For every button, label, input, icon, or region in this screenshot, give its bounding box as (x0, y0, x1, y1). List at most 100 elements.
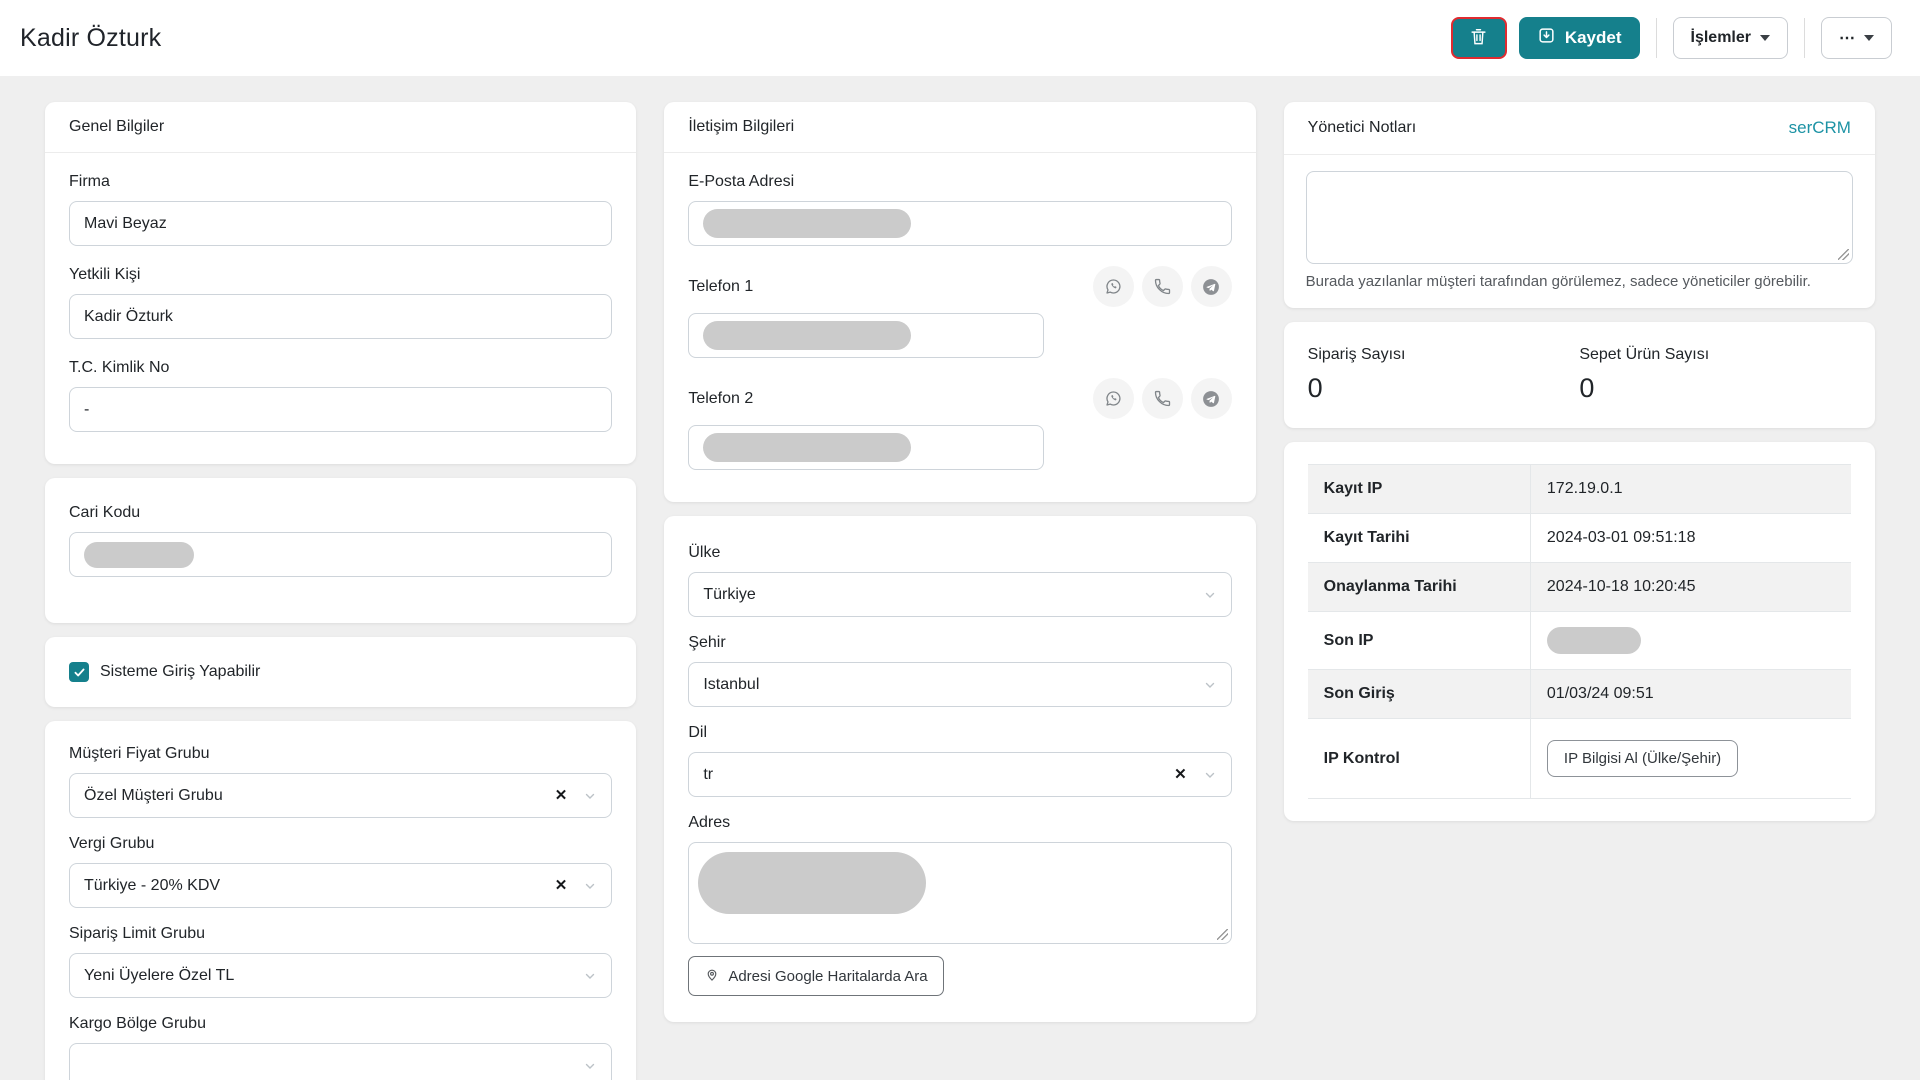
table-row: Son Giriş 01/03/24 09:51 (1307, 669, 1851, 719)
city-label: Şehir (688, 634, 726, 651)
delete-button[interactable] (1450, 17, 1507, 59)
cari-kodu-card: Cari Kodu (45, 478, 637, 623)
meta-value (1530, 611, 1851, 670)
language-select[interactable]: tr ✕ (688, 752, 1232, 797)
table-row: Son IP (1307, 611, 1851, 670)
price-group-select[interactable]: Özel Müşteri Grubu ✕ (69, 773, 613, 818)
general-info-title: Genel Bilgiler (69, 118, 165, 135)
redacted-value (698, 852, 927, 914)
meta-value: 2024-03-01 09:51:18 (1530, 513, 1851, 563)
redacted-value (703, 433, 912, 462)
location-pin-icon (704, 966, 720, 986)
whatsapp-button[interactable] (1092, 378, 1134, 419)
tc-kimlik-input[interactable]: - (69, 387, 613, 432)
clear-icon[interactable]: ✕ (1174, 766, 1187, 783)
middle-column: İletişim Bilgileri E-Posta Adresi Telefo… (664, 102, 1256, 1022)
meta-value: 2024-10-18 10:20:45 (1530, 562, 1851, 612)
meta-label: Kayıt IP (1307, 464, 1531, 514)
save-button-label: Kaydet (1564, 28, 1622, 47)
admin-notes-textarea[interactable] (1305, 171, 1853, 264)
customer-groups-card: Müşteri Fiyat Grubu Özel Müşteri Grubu ✕… (45, 721, 637, 1080)
meta-label: IP Kontrol (1307, 718, 1531, 799)
clear-icon[interactable]: ✕ (554, 787, 568, 804)
phone2-label: Telefon 2 (688, 389, 754, 407)
orders-stat-label: Sipariş Sayısı (1307, 346, 1406, 363)
contact-info-header: İletişim Bilgileri (664, 102, 1256, 153)
admin-notes-title: Yönetici Notları (1307, 119, 1417, 136)
admin-notes-help: Burada yazılanlar müşteri tarafından gör… (1305, 273, 1811, 290)
telegram-button[interactable] (1190, 378, 1232, 419)
email-label: E-Posta Adresi (688, 173, 795, 190)
contact-info-card: İletişim Bilgileri E-Posta Adresi Telefo… (664, 102, 1256, 502)
orders-stat: Sipariş Sayısı 0 (1308, 346, 1580, 404)
chevron-down-icon (1203, 588, 1217, 602)
meta-table: Kayıt IP 172.19.0.1 Kayıt Tarihi 2024-03… (1307, 464, 1851, 799)
orders-stat-value: 0 (1307, 373, 1323, 403)
meta-label: Son IP (1307, 611, 1531, 670)
address-label: Adres (688, 814, 731, 831)
contact-info-title: İletişim Bilgileri (688, 118, 795, 135)
check-icon (74, 668, 84, 676)
more-dropdown-button[interactable]: ⋯ (1821, 17, 1892, 59)
caret-down-icon (1864, 35, 1874, 41)
tc-kimlik-label: T.C. Kimlik No (69, 359, 170, 376)
firma-input[interactable]: Mavi Beyaz (69, 201, 613, 246)
telegram-button[interactable] (1190, 266, 1232, 307)
cari-kodu-input[interactable] (69, 532, 613, 577)
redacted-value (703, 321, 912, 350)
email-input[interactable] (688, 201, 1232, 246)
actions-dropdown-label: İşlemler (1690, 29, 1751, 46)
redacted-value (1546, 627, 1641, 654)
country-select[interactable]: Türkiye (688, 572, 1232, 617)
maps-search-button[interactable]: Adresi Google Haritalarda Ara (688, 956, 944, 996)
cart-stat-value: 0 (1579, 373, 1595, 403)
save-button[interactable]: Kaydet (1518, 17, 1640, 59)
sercrm-link[interactable]: serCRM (1788, 118, 1851, 137)
order-limit-group-select[interactable]: Yeni Üyelere Özel TL (69, 953, 613, 998)
phone1-input[interactable] (688, 313, 1045, 358)
cari-kodu-label: Cari Kodu (69, 504, 141, 521)
country-label: Ülke (688, 544, 721, 561)
table-row: IP Kontrol IP Bilgisi Al (Ülke/Şehir) (1307, 718, 1851, 799)
right-column: Yönetici Notları serCRM Burada yazılanla… (1283, 102, 1875, 821)
redacted-value (84, 541, 194, 568)
chevron-down-icon (583, 1059, 597, 1073)
login-checkbox[interactable] (69, 662, 89, 682)
whatsapp-icon (1106, 279, 1121, 294)
resize-handle[interactable] (1837, 249, 1849, 260)
call-button[interactable] (1141, 378, 1183, 419)
meta-table-card: Kayıt IP 172.19.0.1 Kayıt Tarihi 2024-03… (1283, 442, 1875, 821)
city-select[interactable]: Istanbul (688, 662, 1232, 707)
tax-group-select[interactable]: Türkiye - 20% KDV ✕ (69, 863, 613, 908)
chevron-down-icon (1203, 678, 1217, 692)
phone-icon (1154, 390, 1170, 407)
yetkili-kisi-label: Yetkili Kişi (69, 266, 141, 283)
stats-card: Sipariş Sayısı 0 Sepet Ürün Sayısı 0 (1283, 322, 1875, 428)
yetkili-kisi-input[interactable]: Kadir Özturk (69, 294, 613, 339)
ip-lookup-button[interactable]: IP Bilgisi Al (Ülke/Şehir) (1546, 740, 1739, 777)
login-permission-card: Sisteme Giriş Yapabilir (45, 637, 637, 707)
chevron-down-icon (1203, 768, 1217, 782)
table-row: Kayıt Tarihi 2024-03-01 09:51:18 (1307, 513, 1851, 563)
cargo-group-select[interactable] (69, 1043, 613, 1080)
firma-label: Firma (69, 173, 110, 190)
resize-handle[interactable] (1216, 929, 1228, 940)
divider (1804, 18, 1805, 58)
topbar-actions: Kaydet İşlemler ⋯ (1450, 17, 1892, 59)
top-bar: Kadir Özturk Kaydet (0, 0, 1920, 76)
call-button[interactable] (1141, 266, 1183, 307)
actions-dropdown-button[interactable]: İşlemler (1672, 17, 1788, 59)
admin-notes-card: Yönetici Notları serCRM Burada yazılanla… (1283, 102, 1875, 308)
price-group-label: Müşteri Fiyat Grubu (69, 745, 210, 762)
whatsapp-button[interactable] (1092, 266, 1134, 307)
chevron-down-icon (583, 969, 597, 983)
phone2-input[interactable] (688, 425, 1045, 470)
chevron-down-icon (583, 879, 597, 893)
chevron-down-icon (583, 789, 597, 803)
meta-value: 01/03/24 09:51 (1530, 669, 1851, 719)
clear-icon[interactable]: ✕ (554, 877, 568, 894)
phone1-label: Telefon 1 (688, 277, 754, 295)
meta-label: Kayıt Tarihi (1307, 513, 1531, 563)
address-textarea[interactable] (688, 842, 1232, 944)
